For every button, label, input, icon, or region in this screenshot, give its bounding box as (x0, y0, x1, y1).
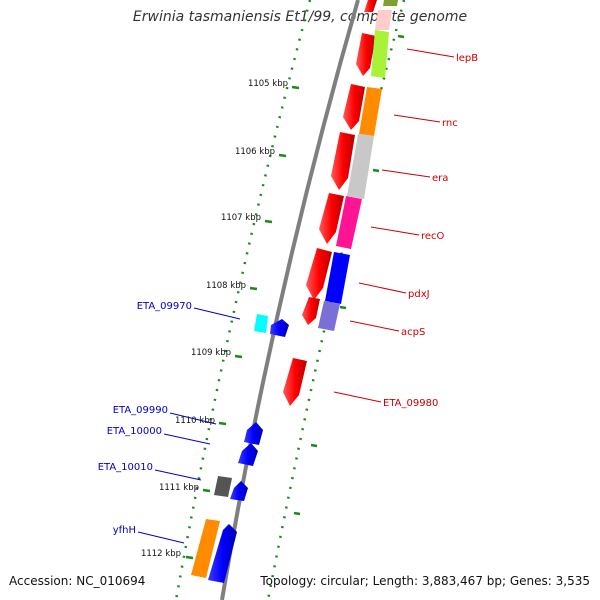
gene-label-ETA_09970[interactable]: ETA_09970 (137, 301, 192, 312)
gene-label-ETA_09990[interactable]: ETA_09990 (113, 405, 168, 416)
cog-block-pdxJ (325, 252, 350, 304)
gene-arrow-yfhH[interactable] (208, 524, 237, 583)
tick-label: 1110 kbp (175, 416, 215, 426)
gc-skew-marks (293, 34, 405, 516)
cog-block-era (347, 134, 374, 199)
genome-backbone (220, 0, 360, 600)
cog-block-rnc (359, 87, 382, 136)
gene-label-ETA_10010[interactable]: ETA_10010 (98, 462, 153, 473)
cog-block-lepB (375, 10, 392, 30)
cog-block (383, 0, 398, 6)
tick-label: 1108 kbp (206, 281, 246, 291)
gene-label-ETA_10000[interactable]: ETA_10000 (107, 426, 162, 437)
gene-arrow-ETA_10010[interactable] (230, 481, 248, 501)
cog-blocks-outer (318, 0, 398, 331)
gene-labels-forward (333, 48, 455, 403)
coordinate-tick-labels: 1105 kbp 1106 kbp 1107 kbp 1108 kbp 1109… (141, 79, 288, 559)
gene-arrow-ETA_09970[interactable] (270, 319, 289, 337)
accession-label: Accession: NC_010694 (9, 574, 146, 588)
gene-arrow-ETA_09980[interactable] (283, 358, 307, 406)
gene-arrow-forward[interactable] (364, 0, 377, 12)
gene-label-era[interactable]: era (432, 173, 448, 184)
cog-block-lepB (371, 30, 389, 78)
gene-arrow-era[interactable] (331, 132, 355, 190)
gene-arrow-rnc[interactable] (343, 84, 365, 130)
gene-arrow-recO[interactable] (319, 193, 344, 244)
gene-label-pdxJ[interactable]: pdxJ (408, 289, 430, 300)
gc-content-track-inner (174, 0, 312, 600)
gene-label-yfhH[interactable]: yfhH (113, 525, 136, 536)
gene-label-recO[interactable]: recO (421, 231, 445, 242)
tick-label: 1106 kbp (235, 147, 275, 157)
gene-arrow-lepB[interactable] (356, 33, 376, 76)
tick-label: 1111 kbp (159, 483, 199, 493)
gene-labels-reverse (137, 307, 241, 544)
forward-strand-genes (283, 0, 377, 406)
cog-block-acpS (318, 301, 340, 331)
gene-label-acpS[interactable]: acpS (401, 327, 425, 338)
tick-label: 1105 kbp (248, 79, 288, 89)
gene-label-lepB[interactable]: lepB (456, 53, 478, 64)
cog-block-yfhH (191, 519, 220, 578)
gene-arrow-pdxJ[interactable] (306, 248, 332, 300)
tick-label: 1107 kbp (221, 213, 261, 223)
tick-label: 1109 kbp (191, 348, 231, 358)
gene-arrow-ETA_10000[interactable] (238, 443, 258, 466)
gene-arrow-acpS[interactable] (302, 297, 320, 325)
cog-block-ETA_10010 (214, 476, 232, 497)
gene-arrow-ETA_09990[interactable] (244, 422, 263, 445)
gene-label-rnc[interactable]: rnc (442, 118, 458, 129)
gene-label-ETA_09980[interactable]: ETA_09980 (383, 398, 438, 409)
cog-block-ETA_09970 (254, 314, 268, 333)
cog-block-recO (336, 196, 362, 249)
tick-label: 1112 kbp (141, 549, 181, 559)
reverse-strand-genes (191, 314, 289, 583)
genome-stats-label: Topology: circular; Length: 3,883,467 bp… (260, 574, 590, 588)
coordinate-tick-marks (185, 85, 300, 560)
